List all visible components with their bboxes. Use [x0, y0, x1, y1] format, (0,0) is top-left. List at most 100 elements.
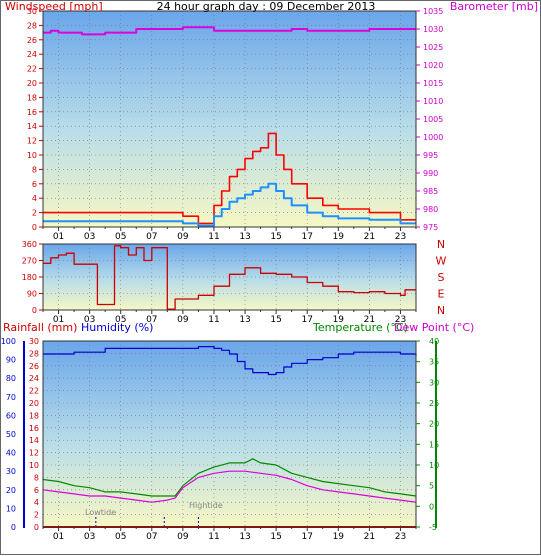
barometer-tick-label: 995: [423, 151, 438, 160]
rainfall-tick-label: 16: [29, 424, 39, 433]
rainfall-tick-label: 20: [29, 399, 39, 408]
humidity-tick-label: 70: [6, 393, 16, 402]
temperature-tick-label: 25: [429, 399, 439, 408]
windspeed-tick-label: 20: [27, 79, 37, 88]
windspeed-tick-label: 14: [27, 122, 37, 131]
x-tick-label: 13: [239, 315, 250, 325]
x-tick-label: 17: [301, 532, 312, 542]
compass-label: E: [438, 288, 445, 301]
direction-tick-label: 360: [22, 240, 37, 249]
direction-axis: 0 90 180 270 360: [22, 240, 43, 315]
rainfall-tick-label: 24: [29, 374, 39, 383]
barometer-tick-label: 1015: [423, 79, 443, 88]
temperature-axis-label: Temperature (°C): [312, 321, 408, 334]
temperature-tick-label: 40: [429, 337, 439, 346]
compass-label: W: [436, 255, 447, 268]
wind-gust-line: [43, 132, 416, 225]
x-tick-label: 19: [333, 232, 345, 242]
windspeed-tick-label: 12: [27, 137, 37, 146]
temperature-axis: -5 0 5 10 15 20 25 30 35 40: [416, 337, 439, 532]
temperature-grid: [43, 340, 416, 528]
barometer-tick-label: 1035: [423, 7, 443, 16]
x-tick-label: 01: [53, 315, 64, 325]
wind-x-axis: 01 03 05 07 09 11 13 15 17 19 21 23: [42, 227, 417, 242]
windspeed-tick-label: 22: [27, 65, 37, 74]
x-tick-label: 09: [177, 532, 189, 542]
rainfall-axis-label: Rainfall (mm): [3, 321, 77, 334]
barometer-axis-label: Barometer [mb]: [450, 1, 538, 13]
barometer-axis: 975 980 985 990 995 1000 1005 1010 1015 1020 1025 1…: [416, 7, 443, 232]
x-tick-label: 03: [84, 532, 95, 542]
windspeed-tick-label: 2: [32, 209, 37, 218]
rainfall-tick-label: 12: [29, 449, 39, 458]
x-tick-label: 03: [84, 315, 95, 325]
rainfall-tick-label: 0: [34, 523, 39, 532]
compass-label: S: [438, 271, 445, 284]
rainfall-tick-label: 10: [29, 461, 39, 470]
direction-tick-label: 270: [22, 257, 37, 266]
windspeed-tick-label: 30: [27, 7, 37, 16]
barometer-tick-label: 985: [423, 187, 438, 196]
wind-series: [43, 26, 416, 227]
barometer-line: [43, 26, 416, 36]
chart-title: 24 hour graph day : 09 December 2013: [157, 1, 376, 13]
x-tick-label: 11: [208, 315, 219, 325]
wind-plot-background: [43, 11, 416, 227]
temperature-tick-label: -5: [429, 523, 437, 532]
temperature-x-axis: 01 03 05 07 09 11 13 15 17 19 21 23: [42, 527, 417, 542]
humidity-axis: 0 10 20 30 40 50 60 70 80 90 100: [1, 337, 16, 532]
x-tick-label: 05: [115, 232, 126, 242]
x-tick-label: 23: [395, 532, 406, 542]
temperature-tick-label: 30: [429, 378, 439, 387]
temperature-tick-label: 35: [429, 358, 439, 367]
barometer-tick-label: 1020: [423, 61, 443, 70]
wind-direction-line: [43, 245, 416, 310]
barometer-tick-label: 975: [423, 223, 438, 232]
barometer-tick-label: 990: [423, 169, 438, 178]
x-tick-label: 23: [395, 315, 406, 325]
windspeed-tick-label: 8: [32, 165, 37, 174]
direction-x-axis: 01 03 05 07 09 11 13 15 17 19 21 23: [42, 310, 417, 325]
temperature-tick-label: 15: [429, 440, 439, 449]
humidity-line: [43, 346, 417, 376]
direction-tick-label: 0: [32, 306, 37, 315]
temperature-tick-label: 10: [429, 461, 439, 470]
x-tick-label: 19: [333, 532, 345, 542]
humidity-axis-label: Humidity (%): [81, 321, 153, 334]
x-tick-label: 05: [115, 315, 126, 325]
rainfall-tick-label: 22: [29, 387, 39, 396]
rainfall-tick-label: 26: [29, 362, 39, 371]
dewpoint-line: [42, 470, 417, 503]
direction-tick-label: 90: [27, 290, 37, 299]
x-tick-label: 23: [395, 232, 406, 242]
x-tick-label: 21: [364, 315, 375, 325]
rainfall-tick-label: 14: [29, 436, 39, 445]
x-tick-label: 13: [239, 232, 250, 242]
x-tick-label: 09: [177, 315, 189, 325]
compass-label: N: [437, 238, 445, 251]
x-tick-label: 21: [364, 232, 375, 242]
windspeed-axis-label: Windspeed [mph]: [5, 1, 103, 13]
wind-grid: [43, 10, 416, 228]
x-tick-label: 07: [146, 532, 157, 542]
rainfall-tick-label: 8: [34, 473, 39, 482]
rainfall-tick-label: 4: [34, 498, 39, 507]
x-tick-label: 21: [364, 532, 375, 542]
x-tick-label: 17: [301, 315, 312, 325]
x-tick-label: 15: [270, 232, 281, 242]
humidity-tick-label: 100: [1, 337, 16, 346]
rainfall-tick-label: 18: [29, 411, 39, 420]
direction-tick-label: 180: [22, 273, 37, 282]
x-tick-label: 01: [53, 232, 64, 242]
x-tick-label: 05: [115, 532, 126, 542]
humidity-tick-label: 60: [6, 411, 16, 420]
humidity-tick-label: 0: [11, 523, 16, 532]
wind-speed-line: [43, 182, 416, 227]
temperature-tick-label: 5: [429, 482, 434, 491]
